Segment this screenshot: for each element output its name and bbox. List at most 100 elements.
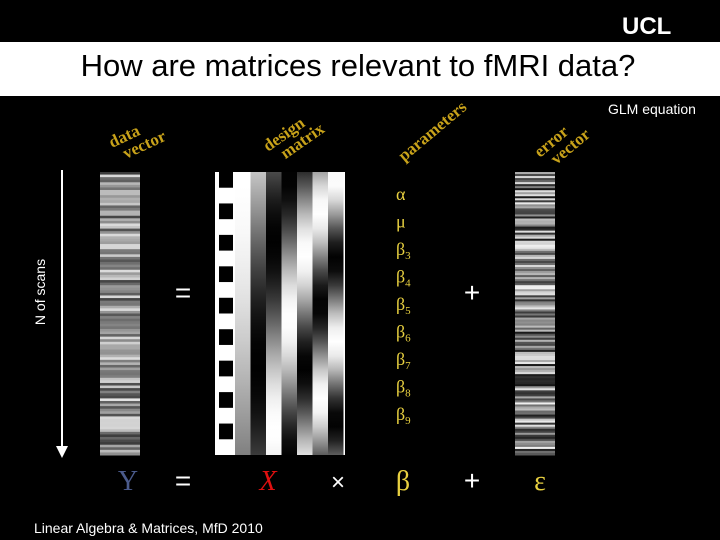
parameter-subscript: 8 xyxy=(405,388,411,400)
stripe xyxy=(100,318,140,322)
stripe xyxy=(515,446,555,450)
stripe xyxy=(100,197,140,201)
parameter-subscript: 5 xyxy=(405,305,411,317)
stripe xyxy=(100,444,140,448)
stripe xyxy=(515,422,555,426)
parameter-symbol: μ xyxy=(396,212,406,232)
subtitle: GLM equation xyxy=(608,101,696,117)
stripe xyxy=(515,424,555,428)
regressor xyxy=(328,172,344,455)
stripe xyxy=(515,252,555,256)
stripe xyxy=(100,385,140,389)
regressor xyxy=(297,172,313,455)
block xyxy=(219,360,233,377)
stripe xyxy=(515,238,555,242)
stripe xyxy=(515,406,555,410)
stripe xyxy=(515,341,555,345)
stripe xyxy=(515,392,555,395)
stripe xyxy=(515,394,555,397)
stripe xyxy=(100,272,140,276)
stripe xyxy=(515,376,555,379)
stripe xyxy=(100,274,140,278)
stripe xyxy=(515,315,555,319)
stripe xyxy=(100,395,140,399)
stripe xyxy=(515,426,555,430)
stripe xyxy=(515,240,555,244)
stripe xyxy=(515,420,555,424)
stripe xyxy=(515,382,555,385)
stripe xyxy=(515,400,555,403)
stripe xyxy=(515,275,555,278)
stripe xyxy=(515,206,555,209)
stripe xyxy=(515,364,555,367)
parameter-symbol: β xyxy=(396,349,405,369)
stripe xyxy=(100,267,140,271)
design-matrix-image xyxy=(215,172,345,455)
stripe xyxy=(100,187,140,191)
parameter-symbol: β xyxy=(396,239,405,259)
stripe xyxy=(100,436,140,441)
stripe xyxy=(100,426,140,430)
stripe xyxy=(515,309,555,312)
stripe xyxy=(515,291,555,294)
stripe xyxy=(515,347,555,351)
stripe xyxy=(100,192,140,196)
stripe xyxy=(515,450,555,454)
stripe xyxy=(100,251,140,255)
stripe xyxy=(515,246,555,250)
stripe xyxy=(100,233,140,237)
stripe xyxy=(100,290,140,294)
stripe xyxy=(515,337,555,341)
title: How are matrices relevant to fMRI data? xyxy=(81,48,636,83)
stripe xyxy=(515,264,555,268)
stripe xyxy=(100,390,140,394)
stripe xyxy=(100,202,140,206)
stripe xyxy=(100,382,140,387)
stripe xyxy=(515,378,555,381)
stripe xyxy=(515,325,555,329)
regressor xyxy=(312,172,328,455)
block xyxy=(219,329,233,345)
stripe xyxy=(515,327,555,331)
parameter: β3 xyxy=(396,239,411,262)
stripe xyxy=(100,331,140,335)
stripe xyxy=(100,254,140,258)
stripe xyxy=(100,220,140,224)
footer: Linear Algebra & Matrices, MfD 2010 xyxy=(34,520,263,536)
stripe xyxy=(100,295,140,299)
stripe xyxy=(515,222,555,226)
parameter: β6 xyxy=(396,322,411,345)
stripe xyxy=(100,223,140,227)
stripe xyxy=(515,196,555,199)
stripe xyxy=(100,362,140,366)
parameter-symbol: β xyxy=(396,404,405,424)
stripe xyxy=(100,238,140,242)
block xyxy=(219,266,233,283)
stripe xyxy=(515,410,555,414)
stripe xyxy=(100,447,140,451)
stripe xyxy=(515,202,555,205)
plus-sign: + xyxy=(464,277,480,308)
stripe xyxy=(100,231,140,235)
stripe xyxy=(100,208,140,212)
stripe xyxy=(515,208,555,211)
stripe xyxy=(515,200,555,203)
block xyxy=(219,172,233,188)
parameter-symbol: β xyxy=(396,377,405,397)
stripe xyxy=(515,430,555,434)
stripe xyxy=(515,254,555,258)
regressor xyxy=(235,172,251,455)
stripe xyxy=(100,300,140,304)
stripe xyxy=(515,192,555,195)
stripe xyxy=(100,357,140,361)
stripe xyxy=(515,311,555,314)
stripe xyxy=(100,339,140,343)
stripe xyxy=(515,428,555,432)
stripe xyxy=(515,250,555,254)
stripe xyxy=(100,228,140,232)
stripe xyxy=(515,260,555,264)
stripe xyxy=(515,180,555,183)
stripe xyxy=(515,355,555,359)
stripe xyxy=(515,333,555,337)
stripe xyxy=(100,190,140,194)
